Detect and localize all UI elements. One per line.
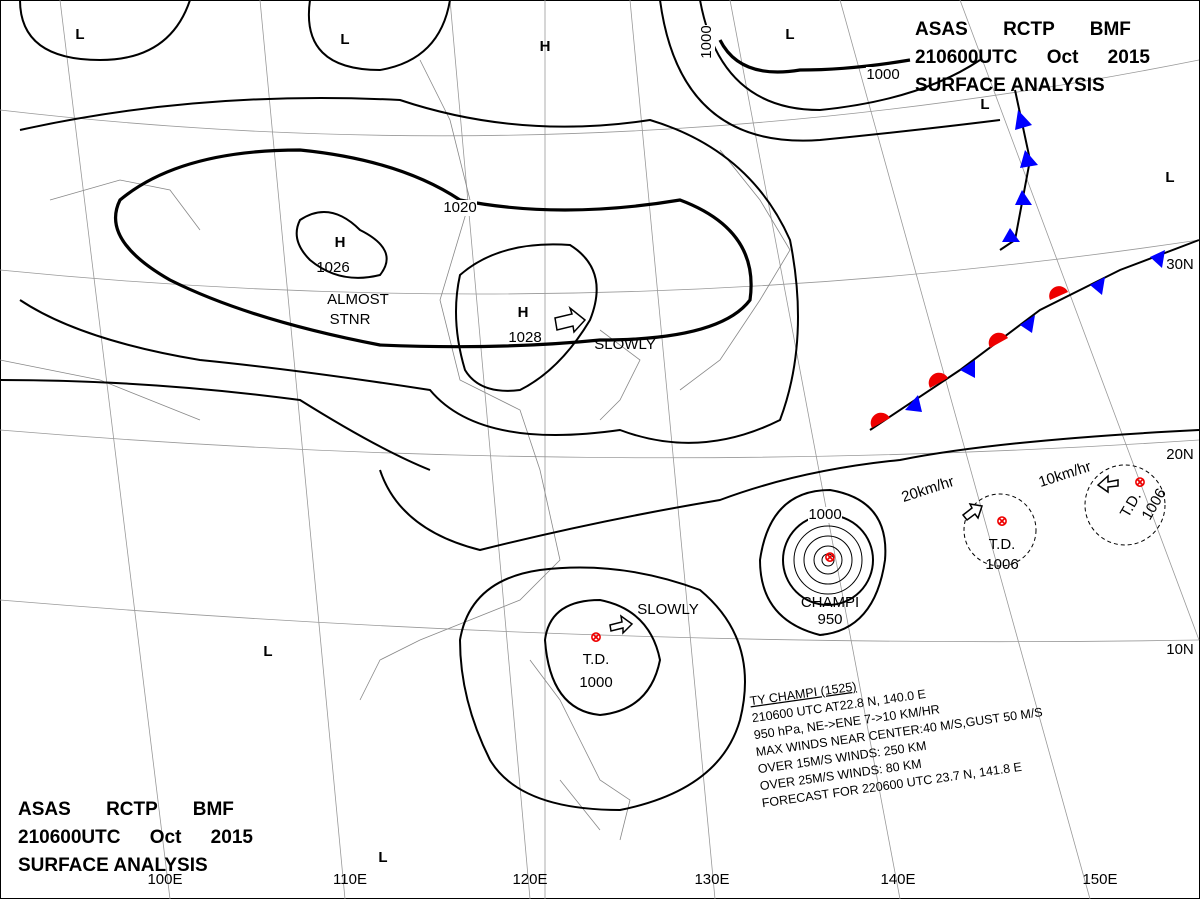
storm-pressure: 950	[817, 611, 842, 628]
storm-name: T.D.	[989, 536, 1016, 553]
high-center: H	[540, 38, 551, 55]
header-line: SURFACE ANALYSIS	[18, 855, 208, 876]
motion-arrows	[554, 305, 1119, 635]
header-line: 210600UTC Oct 2015	[18, 827, 253, 848]
high-center: H	[518, 304, 529, 321]
longitude-label: 120E	[512, 871, 547, 888]
header-line: ASAS RCTP BMF	[915, 19, 1131, 40]
low-center: L	[378, 849, 387, 866]
low-center: L	[785, 26, 794, 43]
longitude-label: 150E	[1082, 871, 1117, 888]
annotation: SLOWLY	[637, 601, 698, 618]
latitude-label: 30N	[1166, 256, 1194, 273]
isobar-label: 1000	[698, 25, 715, 58]
high-pressure: 1026	[316, 259, 349, 276]
storm-symbol: ⊗	[1134, 474, 1146, 490]
storm-name: T.D.	[583, 651, 610, 668]
high-pressure: 1028	[508, 329, 541, 346]
storm-symbol: ⊗	[590, 629, 602, 645]
low-center: L	[980, 96, 989, 113]
isobar-label: 1000	[866, 66, 899, 83]
isobar-label-bg	[808, 507, 842, 523]
storm-symbol: ⊗	[996, 513, 1008, 529]
high-center: H	[335, 234, 346, 251]
isobars	[0, 0, 1200, 812]
low-center: L	[340, 31, 349, 48]
low-center: L	[263, 643, 272, 660]
longitude-label: 140E	[880, 871, 915, 888]
isobar-label-bg	[443, 200, 477, 216]
annotation: ALMOST	[327, 291, 389, 308]
isobar-label: 1000	[808, 506, 841, 523]
header-line: ASAS RCTP BMF	[18, 799, 234, 820]
storm-pressure: 1006	[985, 556, 1018, 573]
longitude-label: 100E	[147, 871, 182, 888]
storm-symbol: ⊗	[824, 549, 836, 565]
storm-name: CHAMPI	[801, 594, 859, 611]
annotation: SLOWLY	[594, 336, 655, 353]
low-center: L	[75, 26, 84, 43]
low-center: L	[1165, 169, 1174, 186]
latitude-label: 20N	[1166, 446, 1194, 463]
longitude-label: 130E	[694, 871, 729, 888]
header-line: 210600UTC Oct 2015	[915, 47, 1150, 68]
annotation: STNR	[330, 311, 371, 328]
latitude-label: 10N	[1166, 641, 1194, 658]
storm-pressure: 1000	[579, 674, 612, 691]
longitude-label: 110E	[333, 871, 367, 888]
isobar-label-bg	[699, 25, 715, 59]
fronts	[869, 89, 1200, 431]
isobar-label-bg	[866, 67, 900, 83]
header-line: SURFACE ANALYSIS	[915, 75, 1105, 96]
isobar-label: 1020	[443, 199, 476, 216]
